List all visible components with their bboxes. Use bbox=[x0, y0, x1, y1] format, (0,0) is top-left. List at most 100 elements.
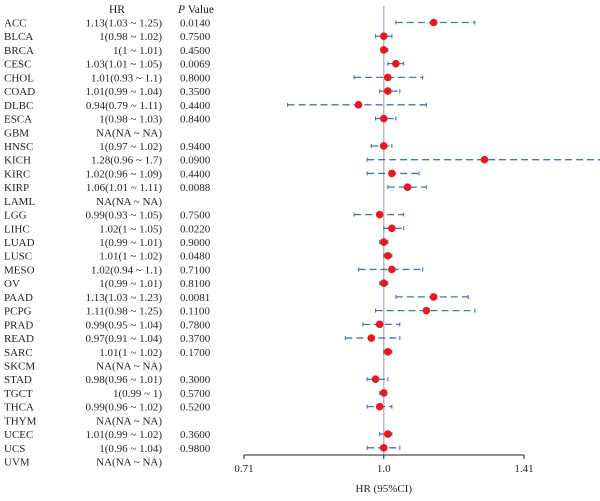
table-row: UCEC 1.01(0.99 ~ 1.02) 0.3600 bbox=[4, 429, 211, 441]
hr-ci-text: NA(NA ~ NA) bbox=[96, 457, 162, 469]
p-value-text: 0.0480 bbox=[180, 251, 211, 263]
hr-ci-text: NA(NA ~ NA) bbox=[96, 127, 162, 139]
p-value-text: 0.0088 bbox=[180, 182, 211, 194]
p-value-text: 0.8100 bbox=[180, 278, 211, 290]
p-value-text: 0.4400 bbox=[180, 100, 211, 112]
hr-point bbox=[354, 101, 363, 109]
p-value-text: 0.4400 bbox=[180, 168, 211, 180]
p-value-text: 0.1700 bbox=[180, 347, 211, 359]
hr-column-header: HR bbox=[109, 4, 125, 16]
hr-ci-text: 1.13(1.03 ~ 1.25) bbox=[85, 18, 162, 30]
cancer-type-label: KIRP bbox=[4, 182, 29, 194]
cancer-type-label: ACC bbox=[4, 18, 27, 30]
cancer-type-label: BRCA bbox=[4, 45, 34, 57]
hr-point bbox=[388, 169, 396, 178]
hr-ci-text: NA(NA ~ NA) bbox=[96, 361, 162, 373]
table-row: TGCT 1(0.99 ~ 1) 0.5700 bbox=[4, 388, 211, 400]
table-row: MESO 1.02(0.94 ~ 1.1) 0.7100 bbox=[4, 264, 211, 276]
table-row: PCPG 1.11(0.98 ~ 1.25) 0.1100 bbox=[4, 306, 210, 318]
table-row: SARC 1.01(1 ~ 1.02) 0.1700 bbox=[4, 347, 211, 359]
p-value-text: 0.0900 bbox=[180, 155, 211, 167]
p-value-column-header: P Value bbox=[177, 4, 214, 16]
p-value-rest-label: Value bbox=[185, 4, 214, 16]
cancer-type-label: LAML bbox=[4, 196, 35, 208]
cancer-type-label: LIHC bbox=[4, 223, 30, 235]
cancer-type-label: HNSC bbox=[4, 141, 33, 153]
table-row: COAD 1.01(0.99 ~ 1.04) 0.3500 bbox=[4, 86, 211, 98]
hr-ci-text: 0.94(0.79 ~ 1.11) bbox=[86, 100, 162, 112]
cancer-type-label: OV bbox=[4, 278, 20, 290]
hr-ci-text: 0.97(0.91 ~ 1.04) bbox=[85, 333, 162, 345]
cancer-type-label: READ bbox=[4, 333, 34, 345]
hr-ci-text: 1.06(1.01 ~ 1.11) bbox=[86, 182, 162, 194]
cancer-type-label: LUSC bbox=[4, 251, 32, 263]
p-value-text: 0.7100 bbox=[180, 264, 211, 276]
x-axis-label: HR (95%CI) bbox=[356, 483, 413, 495]
p-value-text: 0.0081 bbox=[180, 292, 210, 304]
table-row: ACC 1.13(1.03 ~ 1.25) 0.0140 bbox=[4, 18, 211, 30]
hr-point bbox=[379, 444, 388, 452]
p-value-text: 0.3700 bbox=[180, 333, 211, 345]
table-row: THCA 0.99(0.96 ~ 1.02) 0.5200 bbox=[4, 402, 211, 414]
table-row: BRCA 1(1 ~ 1.01) 0.4500 bbox=[4, 45, 211, 57]
hr-point bbox=[384, 73, 392, 82]
hr-point bbox=[388, 224, 396, 233]
hr-ci-text: 1(0.99 ~ 1) bbox=[113, 388, 162, 400]
p-value-text: 0.9000 bbox=[180, 237, 211, 249]
x-axis: HR (95%CI) 0.71 1.0 1.41 bbox=[234, 454, 534, 495]
header-row: HR P Value bbox=[109, 4, 214, 16]
table-row: LUAD 1(0.99 ~ 1.01) 0.9000 bbox=[4, 237, 211, 249]
table-row: PRAD 0.99(0.95 ~ 1.04) 0.7800 bbox=[4, 319, 211, 331]
p-value-text: 0.5200 bbox=[180, 402, 211, 414]
table-row: LAML NA(NA ~ NA) bbox=[4, 196, 162, 208]
table-row: DLBC 0.94(0.79 ~ 1.11) 0.4400 bbox=[4, 100, 211, 112]
hr-ci-text: 1(1 ~ 1.01) bbox=[113, 45, 162, 57]
cancer-type-label: LGG bbox=[4, 210, 27, 222]
hr-point bbox=[379, 114, 388, 123]
table-row: GBM NA(NA ~ NA) bbox=[4, 127, 162, 139]
hr-ci-text: 1(0.99 ~ 1.01) bbox=[99, 237, 162, 249]
p-value-text: 0.9800 bbox=[180, 443, 211, 455]
cancer-type-label: KICH bbox=[4, 155, 31, 167]
hr-point bbox=[371, 375, 380, 384]
hr-point bbox=[375, 320, 384, 329]
cancer-type-label: UCS bbox=[4, 443, 25, 455]
hr-ci-text: 1(0.99 ~ 1.01) bbox=[99, 278, 162, 290]
hr-ci-text: 1.01(0.99 ~ 1.02) bbox=[85, 429, 162, 441]
cancer-type-label: PAAD bbox=[4, 292, 33, 304]
hr-ci-text: 1(0.98 ~ 1.02) bbox=[99, 31, 162, 43]
cancer-type-label: CHOL bbox=[4, 72, 34, 84]
hr-ci-text: NA(NA ~ NA) bbox=[96, 415, 162, 427]
cancer-type-label: SARC bbox=[4, 347, 33, 359]
hr-point bbox=[384, 87, 392, 95]
cancer-type-label: THCA bbox=[4, 402, 34, 414]
table-row: CESC 1.03(1.01 ~ 1.05) 0.0069 bbox=[4, 59, 211, 71]
cancer-type-label: DLBC bbox=[4, 100, 33, 112]
p-value-text: 0.3600 bbox=[180, 429, 211, 441]
hr-ci-text: 1.01(1 ~ 1.02) bbox=[99, 251, 162, 263]
hr-ci-text: 1(0.96 ~ 1.04) bbox=[99, 443, 162, 455]
hr-ci-text: 0.98(0.96 ~ 1.01) bbox=[85, 374, 162, 386]
p-value-text: 0.9400 bbox=[180, 141, 211, 153]
p-value-text: 0.8000 bbox=[180, 72, 211, 84]
hr-point bbox=[379, 279, 388, 287]
table-row: UVM NA(NA ~ NA) bbox=[4, 457, 162, 469]
table-row: UCS 1(0.96 ~ 1.04) 0.9800 bbox=[4, 443, 211, 455]
hr-ci-text: 1.13(1.03 ~ 1.23) bbox=[85, 292, 162, 304]
p-value-text: 0.7800 bbox=[180, 319, 211, 331]
x-tick-label: 1.41 bbox=[514, 463, 533, 475]
cancer-type-label: TGCT bbox=[4, 388, 33, 400]
table-row: HNSC 1(0.97 ~ 1.02) 0.9400 bbox=[4, 141, 211, 153]
p-value-text: 0.3000 bbox=[180, 374, 211, 386]
hr-ci-text: 1.01(0.93 ~ 1.1) bbox=[91, 72, 162, 84]
hr-point bbox=[384, 430, 392, 438]
cancer-type-label: UCEC bbox=[4, 429, 33, 441]
p-value-text: 0.3500 bbox=[180, 86, 211, 98]
cancer-type-label: COAD bbox=[4, 86, 35, 98]
hr-ci-text: 1(0.98 ~ 1.03) bbox=[99, 114, 162, 126]
p-value-text: 0.0140 bbox=[180, 18, 211, 30]
hr-ci-text: 0.99(0.93 ~ 1.05) bbox=[85, 210, 162, 222]
hr-point bbox=[403, 183, 412, 191]
table-row: KIRC 1.02(0.96 ~ 1.09) 0.4400 bbox=[4, 168, 211, 180]
